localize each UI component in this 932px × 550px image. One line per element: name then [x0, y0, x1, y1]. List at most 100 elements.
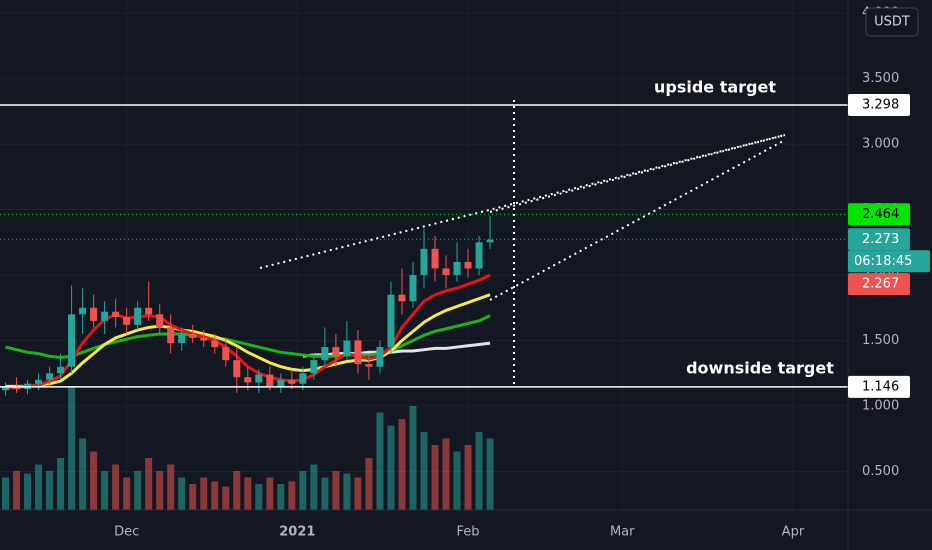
candle-body [13, 386, 21, 389]
annotation: downside target [686, 359, 834, 378]
level-label: 3.298 [862, 98, 899, 113]
volume-bar [277, 484, 285, 510]
volume-bar [189, 484, 197, 510]
volume-bar [255, 484, 263, 510]
volume-bar [387, 425, 395, 510]
currency-button[interactable] [865, 7, 919, 37]
candle-body [222, 347, 230, 361]
label-layer: 3.298 1.146 2.464 2.273 06:18:45 2.267 [848, 94, 930, 398]
price-box [848, 203, 910, 226]
volume-bar [222, 486, 230, 510]
price-box [848, 228, 910, 251]
x-tick-label: 2021 [279, 525, 315, 540]
volume-bar [2, 477, 10, 510]
volume-bar [24, 473, 32, 510]
annotation: upside target [654, 78, 776, 97]
volume-bar [431, 445, 439, 510]
y-tick-label: 1.000 [862, 399, 899, 414]
candle-body [321, 347, 329, 361]
volume-bar [46, 471, 54, 510]
candle-body [90, 307, 98, 321]
volume-bar [211, 481, 219, 510]
candle-body [398, 294, 406, 302]
candle-body [475, 242, 483, 269]
y-tick-label: 3.000 [862, 137, 899, 152]
volume-bar [442, 438, 450, 510]
candle-body [453, 261, 461, 276]
volume-bar [365, 458, 373, 510]
candle-body [409, 275, 417, 302]
volume-bar [398, 419, 406, 510]
candle-body [442, 268, 450, 276]
volume-bar [453, 451, 461, 510]
candle-body [255, 374, 263, 383]
candle-body [486, 239, 494, 243]
volume-bar [35, 464, 43, 510]
volume-bar [464, 445, 472, 510]
ma-line [5, 273, 491, 390]
candle-body [68, 314, 76, 367]
candle-body [365, 364, 373, 367]
candle-body [387, 294, 395, 348]
volume-bar [79, 438, 87, 510]
candle-body [167, 327, 175, 344]
candle-body [233, 360, 241, 378]
volume-bar [321, 477, 329, 510]
candle-body [464, 261, 472, 269]
candle-body [178, 333, 186, 344]
drawing-layer: upside target downside target [0, 78, 848, 388]
volume-bar [167, 464, 175, 510]
volume-bar [156, 471, 164, 510]
x-tick-label: Feb [457, 525, 480, 540]
candle-body [101, 311, 109, 321]
candle-body [354, 340, 362, 365]
candle-body [79, 307, 87, 315]
volume-bar [13, 471, 21, 510]
candle-body [134, 307, 142, 325]
x-tick-label: Apr [782, 525, 805, 540]
volume-bar [376, 412, 384, 510]
candle-body [420, 248, 428, 276]
candle-body [332, 347, 340, 357]
currency-label: USDT [874, 15, 910, 30]
volume-bar [343, 473, 351, 510]
price-label: 2.464 [862, 207, 899, 222]
volume-bar [475, 432, 483, 510]
candle-layer [2, 216, 494, 396]
trendline [489, 139, 786, 301]
candle-body [200, 337, 208, 341]
candle-body [299, 373, 307, 384]
price-label: 2.267 [862, 277, 899, 292]
y-tick-label: 3.500 [862, 71, 899, 86]
level-box [848, 94, 910, 117]
candle-body [431, 248, 439, 269]
candle-body [266, 374, 274, 387]
candle-body [310, 360, 318, 374]
candle-body [123, 316, 131, 325]
volume-bar [123, 477, 131, 510]
ma-line [5, 293, 491, 388]
volume-layer [2, 386, 494, 510]
volume-bar [101, 471, 109, 510]
candle-body [189, 333, 197, 338]
volume-bar [486, 438, 494, 510]
volume-bar [178, 477, 186, 510]
candle-body [145, 307, 153, 315]
countdown-box [848, 250, 930, 273]
trendline [489, 134, 786, 213]
candle-body [288, 379, 296, 384]
candle-body [46, 373, 54, 380]
volume-bar [310, 464, 318, 510]
price-box [848, 273, 910, 296]
candle-body [277, 379, 285, 387]
candle-body [2, 386, 10, 391]
level-box [848, 375, 910, 398]
level-label: 1.146 [862, 379, 899, 394]
volume-bar [134, 471, 142, 510]
y-tick-label: 1.500 [862, 333, 899, 348]
volume-bar [288, 481, 296, 510]
volume-bar [354, 477, 362, 510]
countdown-label: 06:18:45 [854, 254, 912, 269]
